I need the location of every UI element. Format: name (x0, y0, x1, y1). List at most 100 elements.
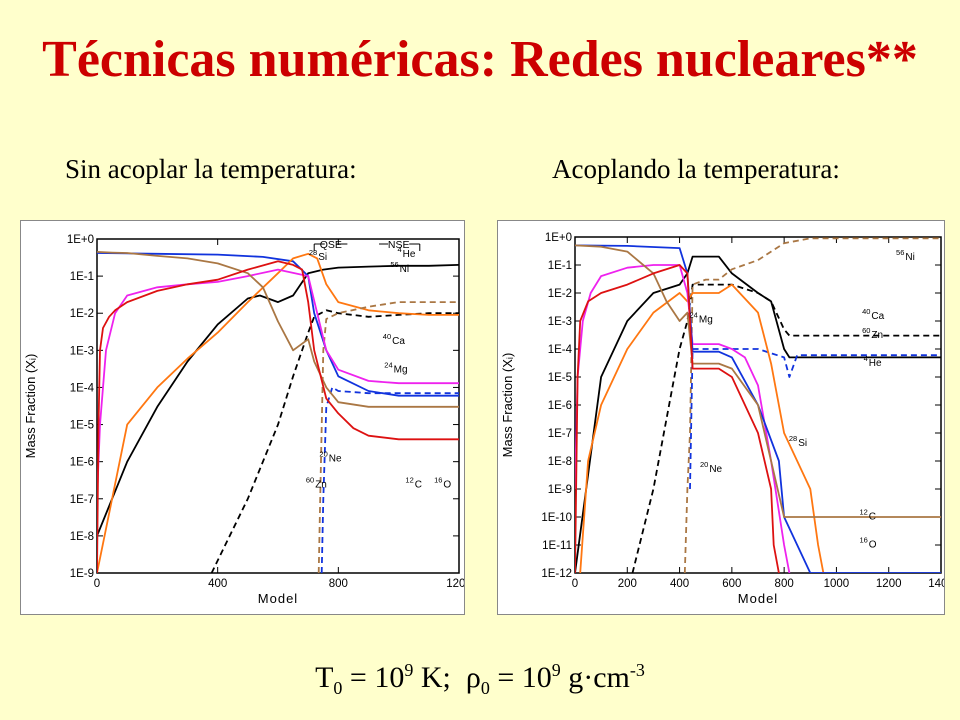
species-mass-number: 40 (383, 332, 391, 341)
y-tick-label: 1E-11 (542, 540, 572, 552)
y-tick-label: 1E-6 (70, 457, 94, 469)
x-tick-label: 1200 (876, 578, 902, 590)
species-element: He (869, 358, 882, 369)
series-line (683, 237, 941, 573)
right-chart-svg: 1E+0 1E-1 1E-2 1E-3 1E-4 1E-5 1E-6 1E-7 1E-8 1E-9… (500, 232, 944, 606)
species-element: Si (798, 438, 807, 449)
species-element: He (403, 249, 416, 260)
density-unit: g·cm (560, 661, 630, 694)
density-symbol: ρ (465, 661, 481, 694)
x-tick-label: 800 (329, 578, 348, 590)
temperature-subscript: 0 (333, 678, 343, 698)
species-mass-number: 4 (398, 245, 402, 254)
species-mass-number: 28 (789, 434, 797, 443)
species-mass-number: 16 (859, 536, 867, 545)
series-line (97, 252, 459, 573)
y-tick-label: 1E-3 (70, 345, 94, 357)
species-mass-number: 16 (434, 476, 442, 485)
x-axis-label: Model (258, 591, 298, 606)
species-element: O (869, 540, 877, 551)
density-unit-exponent: -3 (629, 660, 645, 680)
series-line (97, 251, 459, 408)
x-tick-label: 1400 (928, 578, 944, 590)
series-line (210, 309, 459, 573)
y-axis-label: Mass Fraction (Xᵢ) (23, 354, 38, 459)
temperature-unit: K; (413, 661, 466, 694)
series-line (575, 264, 780, 573)
species-mass-number: 4 (864, 354, 868, 363)
species-mass-number: 24 (690, 311, 698, 320)
species-element: Zn (315, 480, 327, 491)
initial-conditions: T0 = 109 K; ρ0 = 109 g·cm-3 (0, 652, 960, 706)
x-tick-label: 800 (775, 578, 794, 590)
x-tick-label: 1200 (446, 578, 464, 590)
series-line (579, 283, 825, 573)
species-mass-number: 56 (390, 260, 398, 269)
y-tick-label: 1E-7 (70, 494, 94, 506)
species-element: C (869, 512, 876, 523)
y-tick-label: 1E-5 (548, 372, 572, 384)
x-tick-label: 1000 (824, 578, 850, 590)
species-element: Ca (871, 311, 884, 322)
species-element: Si (318, 252, 327, 263)
nse-annotation: NSE (388, 239, 410, 251)
x-axis-label: Model (738, 591, 778, 606)
series-line (631, 283, 941, 573)
species-element: Ne (709, 464, 722, 475)
y-tick-label: 1E-9 (548, 484, 572, 496)
y-tick-label: 1E-9 (70, 568, 94, 580)
species-element: O (443, 480, 451, 491)
species-element: C (415, 480, 422, 491)
y-axis-label: Mass Fraction (Xᵢ) (500, 353, 515, 458)
species-element: Zn (871, 330, 883, 341)
x-tick-label: 400 (670, 578, 689, 590)
species-mass-number: 60 (306, 476, 314, 485)
y-tick-label: 1E-10 (541, 512, 572, 524)
series-line (97, 260, 459, 573)
series-line (317, 301, 459, 573)
series-line (320, 386, 459, 573)
y-tick-label: 1E-1 (70, 271, 94, 283)
qse-annotation: QSE (320, 239, 342, 251)
y-tick-label: 1E-1 (548, 260, 572, 272)
species-mass-number: 60 (862, 326, 870, 335)
species-mass-number: 12 (405, 476, 413, 485)
y-tick-label: 1E+0 (67, 234, 94, 246)
species-element: Ni (905, 252, 914, 263)
x-tick-label: 0 (94, 578, 100, 590)
species-element: Ca (392, 336, 405, 347)
left-chart-subtitle: Sin acoplar la temperatura: (65, 154, 357, 184)
density-eq: = 10 (489, 661, 552, 694)
density-subscript: 0 (480, 678, 490, 698)
y-tick-label: 1E-7 (548, 428, 572, 440)
y-tick-label: 1E-12 (541, 568, 572, 580)
y-tick-label: 1E-4 (70, 382, 95, 394)
y-tick-label: 1E-2 (70, 308, 94, 320)
species-mass-number: 24 (384, 361, 392, 370)
temperature-eq: = 10 (342, 661, 405, 694)
temperature-exponent: 9 (404, 660, 414, 680)
left-chart-panel: 1E+0 1E-1 1E-2 1E-3 1E-4 1E-5 1E-6 1E-7 1E-8 1E-9… (20, 220, 465, 615)
series-line (97, 264, 459, 537)
series-line (97, 268, 459, 499)
x-tick-label: 600 (722, 578, 741, 590)
y-tick-label: 1E-8 (548, 456, 572, 468)
series-line (575, 244, 941, 573)
y-tick-label: 1E-5 (70, 420, 94, 432)
species-mass-number: 12 (859, 508, 867, 517)
left-chart-svg: 1E+0 1E-1 1E-2 1E-3 1E-4 1E-5 1E-6 1E-7 1E-8 1E-9… (23, 234, 464, 606)
right-chart-panel: 1E+0 1E-1 1E-2 1E-3 1E-4 1E-5 1E-6 1E-7 1E-8 1E-9… (497, 220, 945, 615)
species-mass-number: 40 (862, 307, 870, 316)
page-title: Técnicas numéricas: Redes nucleares** (42, 31, 918, 88)
series-line (97, 252, 459, 397)
species-element: Mg (394, 365, 408, 376)
temperature-symbol: T (315, 661, 334, 694)
y-tick-label: 1E-8 (70, 531, 94, 543)
x-tick-label: 400 (208, 578, 227, 590)
y-tick-label: 1E-6 (548, 400, 572, 412)
series-line (575, 244, 941, 518)
y-tick-label: 1E-2 (548, 288, 572, 300)
y-tick-label: 1E-4 (548, 344, 573, 356)
species-element: Ni (400, 264, 409, 275)
right-chart-subtitle: Acoplando la temperatura: (552, 154, 840, 184)
